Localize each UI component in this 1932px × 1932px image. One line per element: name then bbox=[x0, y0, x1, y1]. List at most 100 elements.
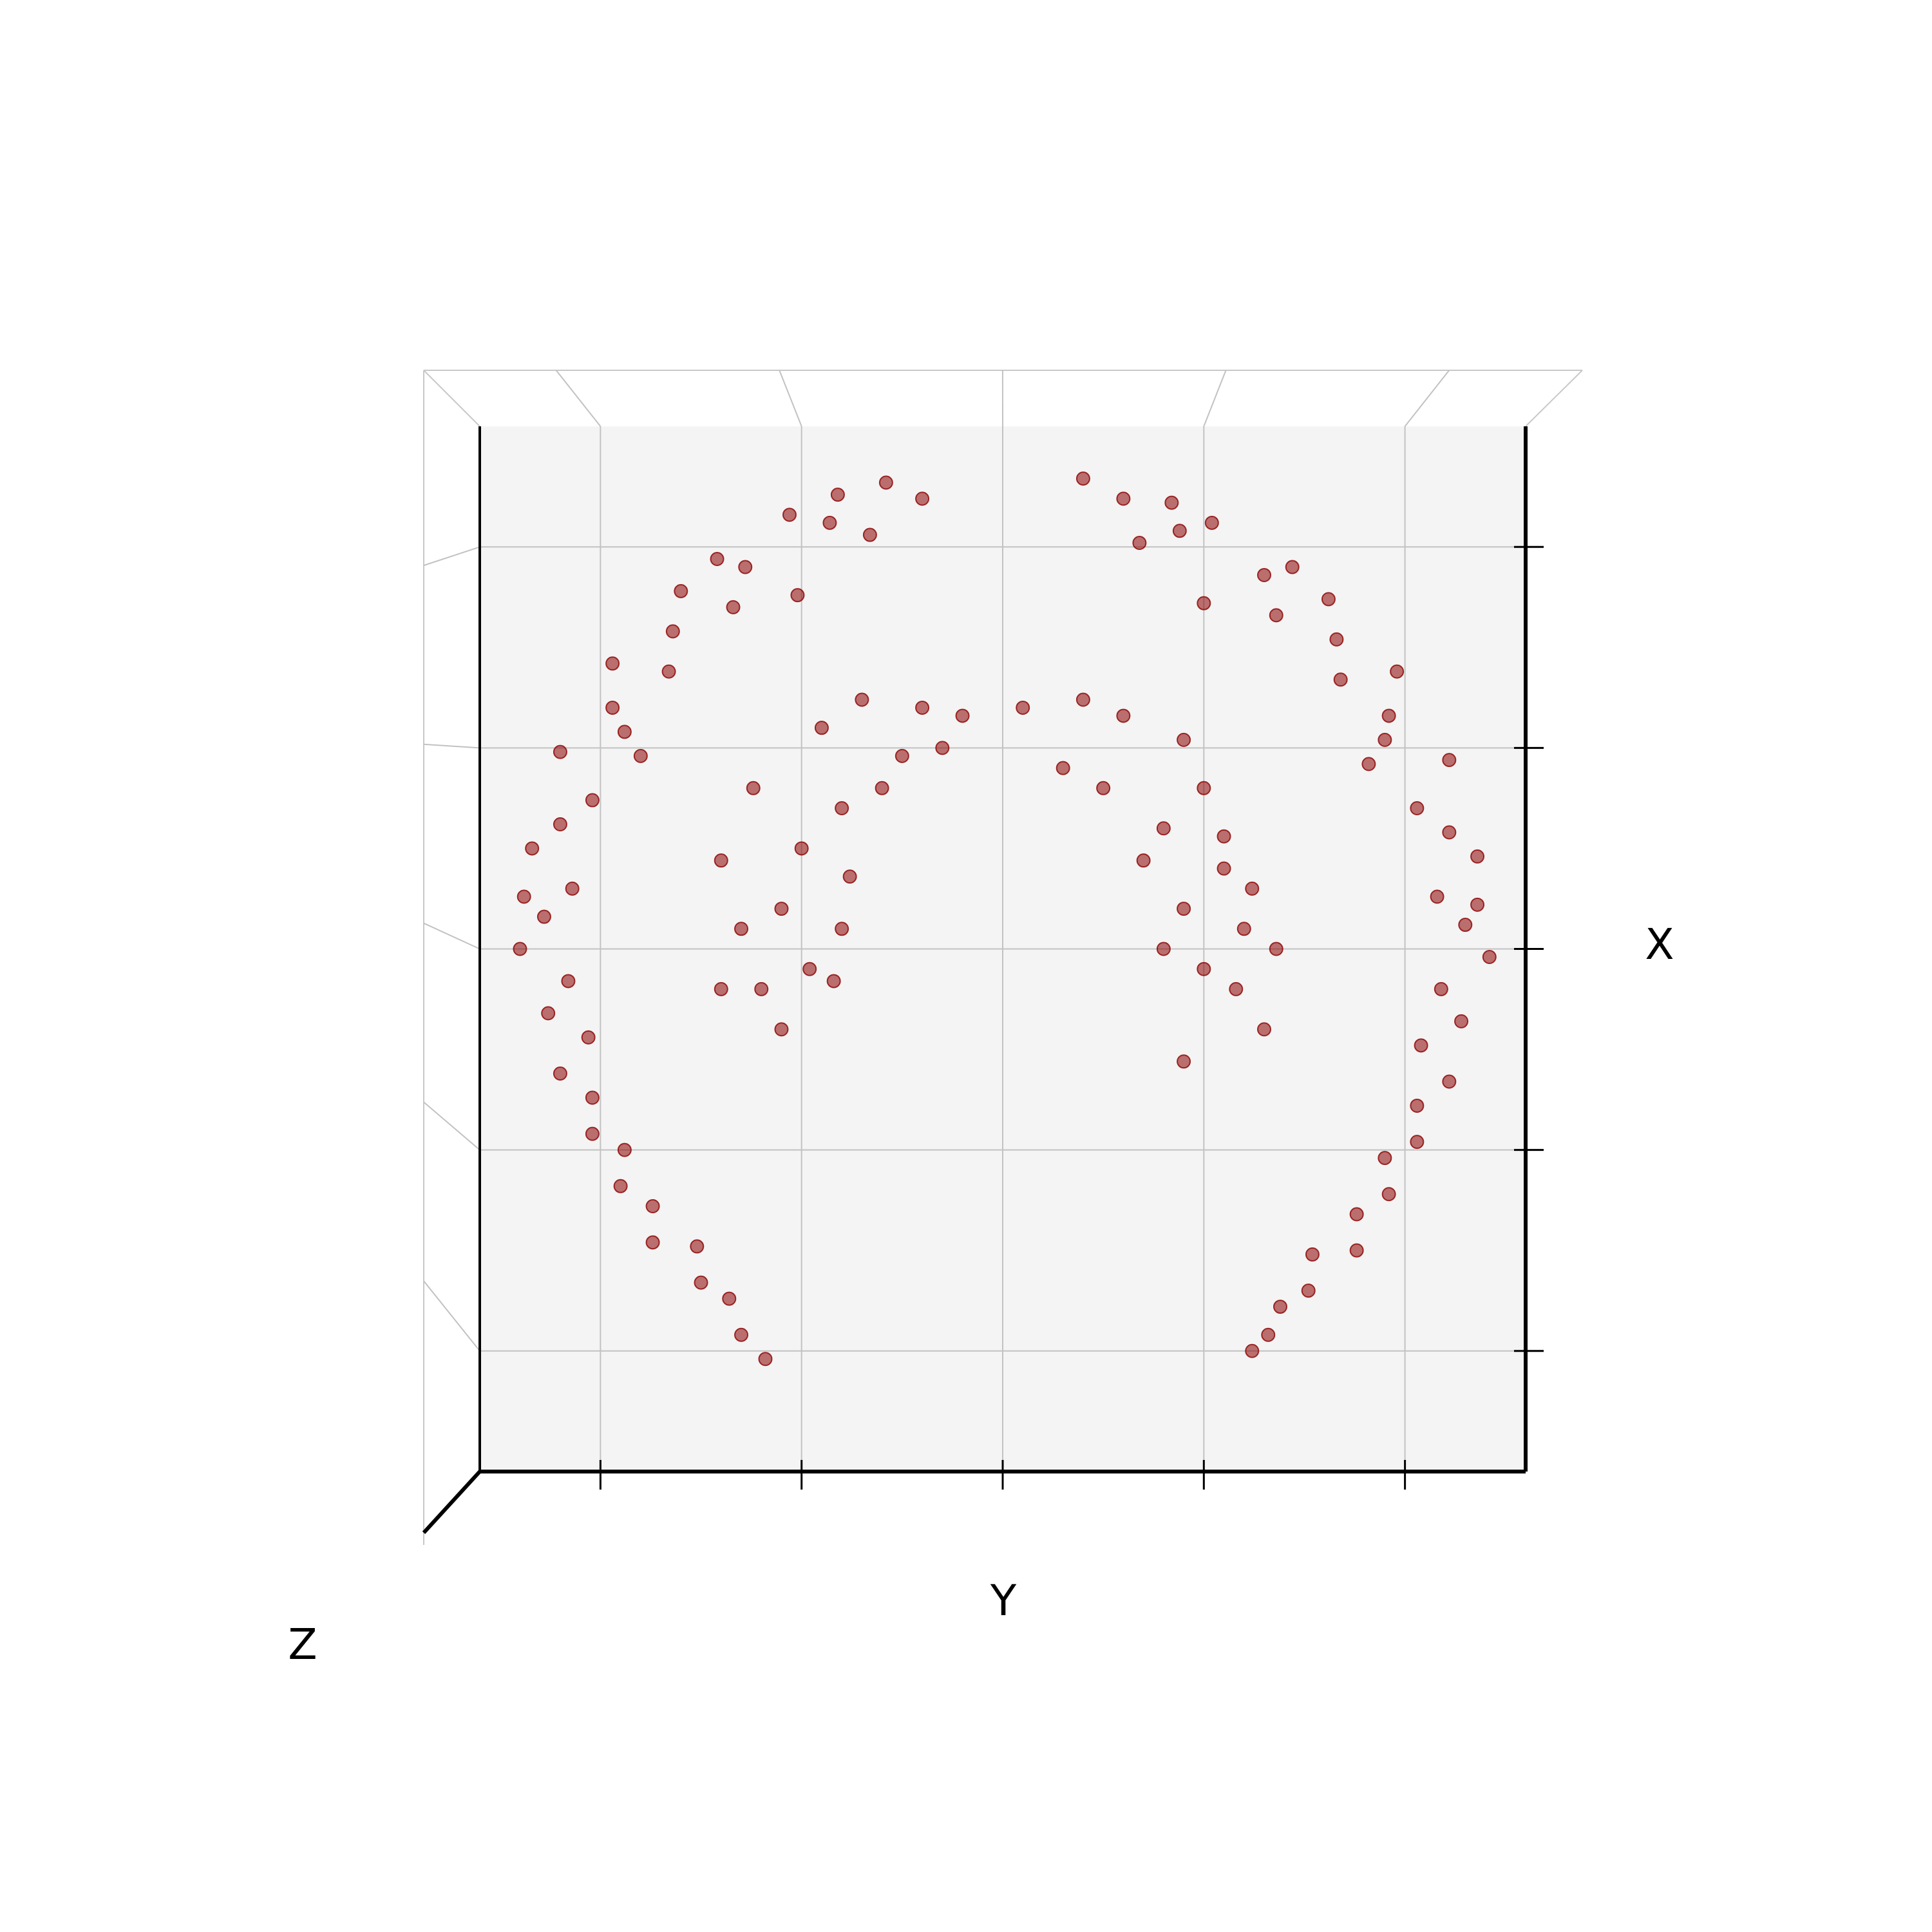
point bbox=[536, 909, 551, 924]
point bbox=[674, 583, 688, 598]
point bbox=[617, 724, 632, 739]
point bbox=[1301, 1283, 1316, 1298]
point bbox=[1269, 608, 1283, 623]
point bbox=[1442, 753, 1457, 768]
point bbox=[585, 793, 600, 808]
point bbox=[561, 974, 576, 989]
point bbox=[1172, 524, 1187, 538]
point bbox=[1390, 664, 1405, 679]
point bbox=[862, 527, 877, 542]
point bbox=[1197, 596, 1211, 611]
pane-edge bbox=[423, 370, 480, 427]
point bbox=[1430, 889, 1444, 904]
point bbox=[774, 1022, 789, 1037]
grid-line bbox=[423, 546, 480, 566]
point bbox=[1442, 1074, 1457, 1089]
pane-edge bbox=[1525, 370, 1583, 427]
point bbox=[915, 700, 930, 715]
point bbox=[1016, 700, 1030, 715]
point bbox=[1273, 1300, 1287, 1314]
grid bbox=[423, 370, 1526, 1472]
point bbox=[1197, 961, 1211, 976]
point bbox=[1217, 861, 1231, 876]
point bbox=[690, 1239, 705, 1254]
point bbox=[1236, 922, 1251, 936]
point bbox=[1349, 1243, 1364, 1258]
point bbox=[1156, 821, 1171, 836]
point bbox=[581, 1030, 596, 1045]
point bbox=[1204, 515, 1219, 530]
point bbox=[835, 801, 849, 816]
point bbox=[1482, 949, 1497, 964]
point bbox=[665, 624, 680, 639]
point bbox=[746, 781, 761, 795]
point bbox=[855, 692, 869, 707]
point bbox=[661, 664, 676, 679]
point bbox=[722, 1291, 737, 1306]
x-axis-label: X bbox=[1645, 920, 1674, 969]
point bbox=[1116, 491, 1131, 506]
point bbox=[1410, 801, 1425, 816]
point bbox=[790, 588, 805, 603]
point bbox=[734, 922, 748, 936]
point bbox=[1245, 881, 1260, 896]
point bbox=[617, 1142, 632, 1157]
point bbox=[645, 1235, 660, 1250]
point bbox=[1381, 1187, 1396, 1202]
y-axis-label: Y bbox=[990, 1576, 1017, 1625]
point bbox=[1075, 692, 1090, 707]
point bbox=[1229, 981, 1244, 996]
point bbox=[553, 744, 567, 759]
point bbox=[878, 475, 893, 490]
point bbox=[1378, 1151, 1392, 1166]
point bbox=[1132, 536, 1147, 551]
point bbox=[1164, 495, 1179, 510]
point bbox=[1442, 825, 1457, 840]
point bbox=[1156, 942, 1171, 956]
point bbox=[1177, 902, 1191, 916]
point bbox=[915, 491, 930, 506]
point bbox=[513, 942, 527, 956]
point bbox=[1329, 632, 1344, 647]
point bbox=[835, 922, 849, 936]
point bbox=[758, 1352, 773, 1367]
point bbox=[585, 1126, 600, 1141]
point bbox=[613, 1179, 628, 1193]
point bbox=[1261, 1327, 1276, 1342]
point bbox=[605, 656, 620, 671]
grid-line bbox=[423, 1280, 480, 1352]
point bbox=[1434, 981, 1448, 996]
point bbox=[802, 961, 817, 976]
point bbox=[553, 817, 567, 831]
point bbox=[1285, 560, 1300, 574]
point bbox=[714, 853, 728, 868]
point bbox=[734, 1327, 748, 1342]
grid-line bbox=[423, 743, 480, 749]
point bbox=[1333, 672, 1348, 687]
point bbox=[1321, 592, 1336, 607]
point bbox=[1075, 471, 1090, 486]
point bbox=[782, 507, 797, 522]
point bbox=[935, 741, 950, 755]
point bbox=[1454, 1014, 1469, 1028]
point bbox=[875, 781, 889, 795]
point bbox=[714, 981, 728, 996]
point bbox=[895, 748, 909, 763]
point bbox=[1197, 781, 1211, 795]
point bbox=[1361, 757, 1376, 772]
point bbox=[1245, 1343, 1260, 1358]
point bbox=[1257, 1022, 1271, 1037]
point bbox=[1136, 853, 1151, 868]
point bbox=[694, 1275, 708, 1290]
point bbox=[710, 551, 724, 566]
point bbox=[605, 700, 620, 715]
point bbox=[1349, 1207, 1364, 1222]
point bbox=[1458, 918, 1473, 933]
point bbox=[794, 841, 809, 856]
point bbox=[774, 902, 789, 916]
grid-line bbox=[779, 370, 802, 427]
point bbox=[1410, 1135, 1425, 1150]
grid-line bbox=[423, 1101, 480, 1151]
point bbox=[525, 841, 540, 856]
